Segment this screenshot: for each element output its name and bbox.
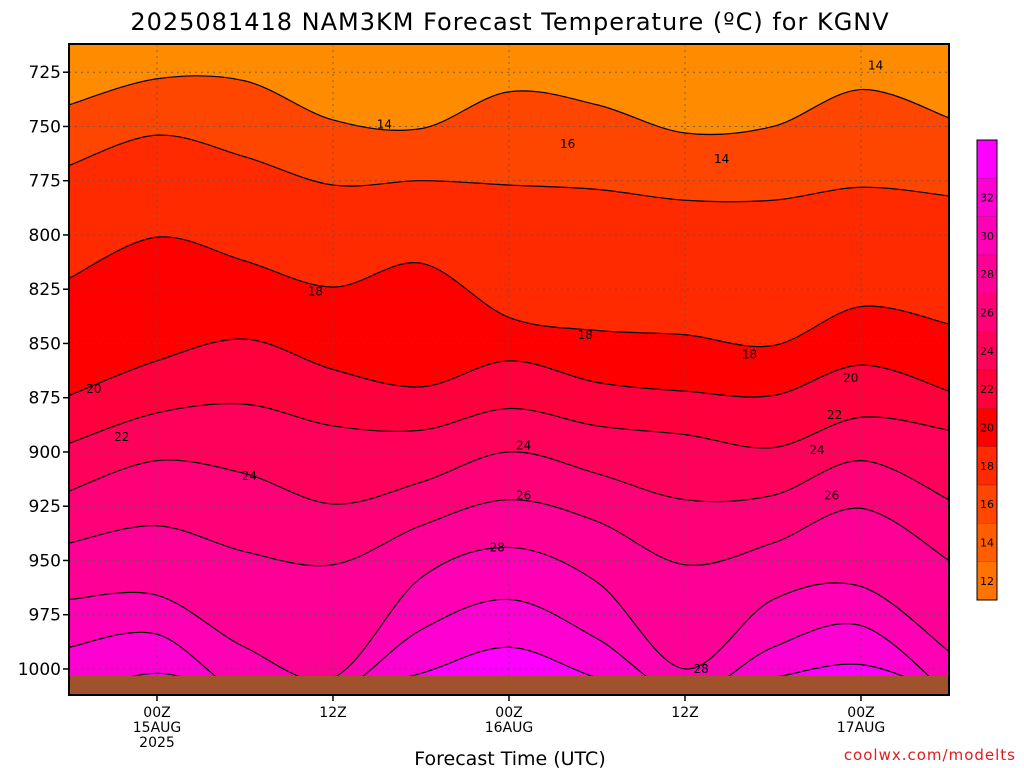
y-tick-label-750: 750 <box>29 117 61 137</box>
colorbar-segment <box>977 255 997 294</box>
grid-lines <box>69 44 949 695</box>
colorbar-label-12: 12 <box>980 575 994 588</box>
x-tick-label: 00Z <box>847 705 874 721</box>
y-tick-label-825: 825 <box>29 280 61 300</box>
colorbar-label-24: 24 <box>980 345 994 358</box>
colorbar-label-22: 22 <box>980 383 994 396</box>
colorbar-label-28: 28 <box>980 268 994 281</box>
colorbar-label-16: 16 <box>980 498 994 511</box>
contour-label-22: 22 <box>114 430 129 444</box>
x-tick-label: 17AUG <box>837 720 886 736</box>
temperature-fill-layer <box>69 44 949 695</box>
contour-label-24: 24 <box>242 469 257 483</box>
contour-24 <box>69 451 949 505</box>
colorbar-segment <box>977 446 997 485</box>
credit-text: coolwx.com/modelts <box>844 746 1016 764</box>
y-tick-label-900: 900 <box>29 443 61 463</box>
y-tick-label-850: 850 <box>29 334 61 354</box>
contour-label-18: 18 <box>578 328 593 342</box>
colorbar-frame <box>976 139 998 601</box>
colorbar-segment <box>977 178 997 217</box>
colorbar-label-20: 20 <box>980 422 994 435</box>
colorbar-segment <box>977 408 997 447</box>
y-tick-label-975: 975 <box>29 606 61 626</box>
contour-label-28: 28 <box>693 662 708 676</box>
chart-title: 2025081418 NAM3KM Forecast Temperature (… <box>130 8 889 36</box>
x-tick-label: 12Z <box>319 705 346 721</box>
colorbar-segment <box>977 485 997 524</box>
contour-label-14: 14 <box>377 117 392 131</box>
contour-26 <box>69 499 949 567</box>
contour-label-18: 18 <box>742 347 757 361</box>
y-tick-label-950: 950 <box>29 551 61 571</box>
y-tick-label-725: 725 <box>29 63 61 83</box>
colorbar-segment <box>977 140 997 179</box>
colorbar-segment <box>977 293 997 332</box>
contour-label-24: 24 <box>516 438 531 452</box>
contour-label-22: 22 <box>827 408 842 422</box>
x-tick-label: 00Z <box>143 705 170 721</box>
contour-22 <box>69 403 949 449</box>
x-tick-label: 2025 <box>139 735 175 751</box>
contour-labels: 14 14 14 16 18 18 18 20 20 22 22 24 24 24 26 26 28 28 <box>86 59 883 676</box>
contour-label-26: 26 <box>824 488 839 502</box>
colorbar-segment <box>977 370 997 409</box>
contour-label-20: 20 <box>86 382 101 396</box>
colorbar-segment <box>977 561 997 600</box>
colorbar-label-30: 30 <box>980 230 994 243</box>
x-axis-label: Forecast Time (UTC) <box>414 748 605 768</box>
contour-label-28: 28 <box>490 540 505 554</box>
contour-label-26: 26 <box>516 488 531 502</box>
y-tick-label-1000: 1000 <box>18 660 61 680</box>
colorbar-label-26: 26 <box>980 307 994 320</box>
colorbar-segment <box>977 216 997 255</box>
ground-band <box>69 676 949 695</box>
contour-label-14: 14 <box>714 152 729 166</box>
colorbar-label-14: 14 <box>980 537 994 550</box>
colorbar-segment <box>977 523 997 562</box>
colorbar-label-18: 18 <box>980 460 994 473</box>
y-tick-label-925: 925 <box>29 497 61 517</box>
y-tick-label-875: 875 <box>29 389 61 409</box>
contour-label-14: 14 <box>868 59 883 73</box>
x-tick-label: 00Z <box>495 705 522 721</box>
colorbar-label-32: 32 <box>980 192 994 205</box>
y-tick-label-775: 775 <box>29 172 61 192</box>
x-tick-label: 15AUG <box>133 720 182 736</box>
contour-16 <box>69 134 949 203</box>
contour-28 <box>69 546 949 681</box>
contour-lines <box>69 75 949 695</box>
x-tick-label: 12Z <box>671 705 698 721</box>
contour-label-16: 16 <box>560 137 575 151</box>
y-tick-label-800: 800 <box>29 226 61 246</box>
colorbar-segment <box>977 331 997 370</box>
contour-label-20: 20 <box>843 371 858 385</box>
contour-label-24: 24 <box>809 443 824 457</box>
contour-label-18: 18 <box>308 284 323 298</box>
contour-20 <box>69 338 949 398</box>
contour-18 <box>69 236 949 348</box>
band-above-32 <box>69 647 949 695</box>
y-axis: 725 750 775 800 825 850 875 900 925 950 975 1000 <box>18 63 69 680</box>
colorbar: 12 14 16 18 20 22 24 26 28 30 32 <box>976 139 998 601</box>
contour-14 <box>69 75 949 136</box>
x-tick-label: 16AUG <box>485 720 534 736</box>
